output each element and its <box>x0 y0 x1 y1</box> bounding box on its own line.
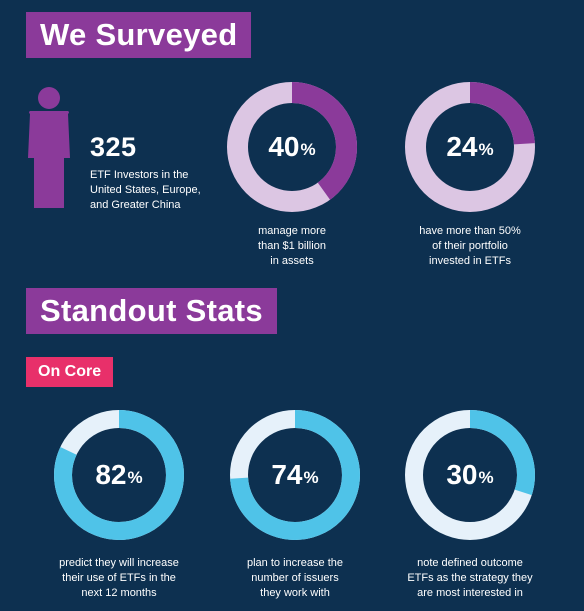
investor-count-description: ETF Investors in the United States, Euro… <box>90 168 230 213</box>
caption-line: they work with <box>260 587 330 599</box>
description-line: United States, Europe, <box>90 184 201 196</box>
donut-value-arc <box>230 410 360 540</box>
stat-value: 82 <box>95 459 127 490</box>
percent-sign: % <box>127 468 143 487</box>
stat-value: 40 <box>268 131 300 162</box>
section-title-we-surveyed: We Surveyed <box>26 12 252 58</box>
stat-percent: 30% <box>405 410 535 540</box>
caption-line: are most interested in <box>417 587 523 599</box>
stat-percent: 74% <box>230 410 360 540</box>
caption-line: manage more <box>258 225 326 237</box>
stat-caption: predict they will increase their use of … <box>44 556 194 601</box>
stat-value: 74 <box>271 459 303 490</box>
stat-caption: plan to increase the number of issuers t… <box>220 556 370 601</box>
caption-line: have more than 50% <box>419 225 521 237</box>
donut-chart <box>230 410 360 540</box>
caption-line: next 12 months <box>81 587 157 599</box>
stat-value: 24 <box>446 131 478 162</box>
person-icon <box>28 87 70 208</box>
percent-sign: % <box>303 468 319 487</box>
donut-chart <box>405 82 535 212</box>
caption-line: their use of ETFs in the <box>62 572 176 584</box>
donut-chart <box>54 410 184 540</box>
stat-caption: manage more than $1 billion in assets <box>217 224 367 269</box>
caption-line: of their portfolio <box>432 240 508 252</box>
stat-percent: 40% <box>227 82 357 212</box>
donut-chart <box>405 410 535 540</box>
caption-line: note defined outcome <box>417 557 523 569</box>
donut-stat: 40% <box>227 82 357 212</box>
investor-count: 325 <box>90 132 137 162</box>
caption-line: invested in ETFs <box>429 255 511 267</box>
caption-line: than $1 billion <box>258 240 326 252</box>
section-title-standout-stats: Standout Stats <box>26 288 277 334</box>
donut-value-arc <box>405 82 535 212</box>
percent-sign: % <box>300 140 316 159</box>
donut-chart <box>227 82 357 212</box>
description-line: ETF Investors in the <box>90 169 189 181</box>
caption-line: in assets <box>270 255 314 267</box>
donut-value-arc <box>405 410 535 540</box>
stat-caption: note defined outcome ETFs as the strateg… <box>395 556 545 601</box>
caption-line: predict they will increase <box>59 557 179 569</box>
percent-sign: % <box>478 468 494 487</box>
on-core-tag: On Core <box>26 357 114 387</box>
caption-line: number of issuers <box>251 572 339 584</box>
percent-sign: % <box>478 140 494 159</box>
donut-stat: 74% <box>230 410 360 540</box>
description-line: and Greater China <box>90 199 181 211</box>
stat-percent: 82% <box>54 410 184 540</box>
caption-line: ETFs as the strategy they <box>407 572 533 584</box>
stat-percent: 24% <box>405 82 535 212</box>
donut-value-arc <box>54 410 184 540</box>
caption-line: plan to increase the <box>246 557 343 569</box>
donut-stat: 82% <box>54 410 184 540</box>
stat-caption: have more than 50% of their portfolio in… <box>395 224 545 269</box>
donut-value-arc <box>227 82 357 212</box>
donut-stat: 30% <box>405 410 535 540</box>
stat-value: 30 <box>446 459 478 490</box>
donut-stat: 24% <box>405 82 535 212</box>
